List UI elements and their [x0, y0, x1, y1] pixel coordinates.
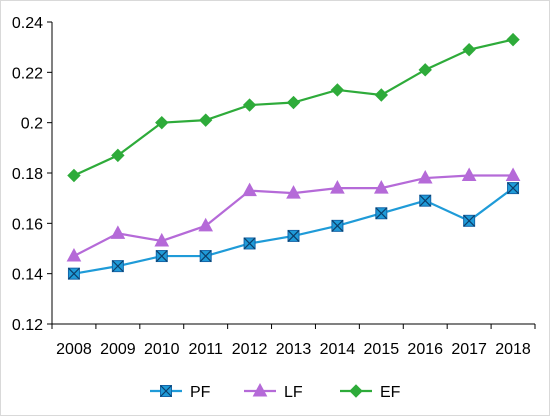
data-point-pf	[375, 207, 388, 220]
data-point-pf	[331, 219, 344, 232]
data-point-pf	[111, 260, 124, 273]
data-point-ef	[418, 63, 432, 77]
x-tick-label: 2012	[232, 341, 268, 358]
data-point-ef	[462, 42, 476, 57]
data-point-pf	[419, 194, 432, 207]
legend-label-ef: EF	[380, 384, 401, 401]
data-point-lf	[286, 185, 301, 199]
legend-label-pf: PF	[190, 384, 211, 401]
data-point-lf	[110, 225, 126, 239]
y-tick-label: 0.14	[12, 267, 43, 284]
y-tick-label: 0.16	[12, 216, 43, 233]
x-tick-label: 2008	[56, 341, 92, 358]
data-point-pf	[243, 237, 256, 250]
y-tick-label: 0.2	[21, 116, 43, 133]
y-tick-label: 0.18	[12, 166, 43, 183]
data-point-pf	[287, 229, 300, 242]
y-tick-label: 0.12	[12, 317, 43, 334]
data-point-pf	[155, 250, 168, 263]
data-point-ef	[155, 115, 169, 130]
data-point-pf	[463, 214, 476, 227]
x-tick-label: 2015	[364, 341, 400, 358]
data-point-pf	[507, 182, 520, 195]
y-tick-label: 0.22	[12, 65, 43, 82]
data-point-lf	[417, 169, 433, 184]
data-point-ef	[286, 95, 301, 110]
legend-marker-lf	[252, 382, 268, 397]
data-point-lf	[461, 167, 477, 182]
x-tick-label: 2011	[188, 341, 223, 358]
x-tick-label: 2016	[407, 341, 443, 358]
data-point-pf	[199, 250, 212, 263]
data-point-lf	[198, 217, 214, 232]
data-point-lf	[66, 248, 82, 262]
data-point-ef	[198, 113, 213, 127]
x-tick-label: 2009	[100, 341, 136, 358]
data-point-ef	[374, 88, 389, 102]
x-tick-label: 2010	[144, 341, 180, 358]
x-tick-label: 2018	[495, 341, 531, 358]
y-tick-label: 0.24	[12, 15, 43, 32]
data-point-lf	[242, 182, 257, 197]
legend-marker-ef	[349, 384, 363, 398]
data-point-lf	[373, 180, 389, 194]
data-point-ef	[111, 148, 125, 163]
data-point-ef	[67, 168, 81, 183]
data-point-ef	[506, 32, 520, 47]
x-tick-label: 2017	[451, 341, 487, 358]
data-point-ef	[330, 83, 345, 97]
data-point-lf	[330, 180, 345, 194]
data-point-pf	[67, 267, 80, 280]
data-point-lf	[505, 167, 521, 182]
x-tick-label: 2013	[276, 341, 312, 358]
data-point-ef	[242, 98, 257, 112]
x-tick-label: 2014	[320, 341, 356, 358]
legend-marker-pf	[160, 385, 172, 397]
legend-label-lf: LF	[284, 384, 303, 401]
data-point-lf	[154, 232, 170, 247]
